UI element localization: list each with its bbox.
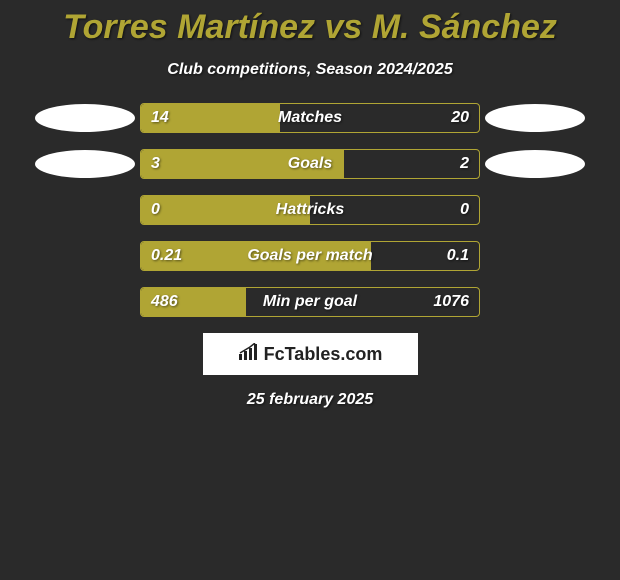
stat-value-left: 0: [151, 201, 160, 219]
stat-row: 3 Goals 2: [0, 149, 620, 179]
stat-value-right: 0: [460, 201, 469, 219]
right-slot: [480, 150, 590, 178]
brand-box: FcTables.com: [203, 333, 418, 375]
stats-area: 14Matches203Goals20Hattricks00.21Goals p…: [0, 103, 620, 317]
brand-label: FcTables.com: [238, 343, 383, 366]
ellipse-icon: [35, 150, 135, 178]
stat-value-right: 0.1: [447, 247, 469, 265]
stat-row: 0.21 Goals per match 0.1: [0, 241, 620, 271]
brand-text: FcTables.com: [264, 344, 383, 365]
chart-icon: [238, 343, 260, 366]
page-title: Torres Martínez vs M. Sánchez: [0, 0, 620, 47]
stat-bar: 486 Min per goal 1076: [140, 287, 480, 317]
ellipse-icon: [485, 104, 585, 132]
stat-label: Min per goal: [263, 293, 357, 311]
stat-label: Goals per match: [247, 247, 372, 265]
stat-row: 0 Hattricks 0: [0, 195, 620, 225]
stat-label: Matches: [278, 109, 342, 127]
stat-bar: 0 Hattricks 0: [140, 195, 480, 225]
stat-value-left: 3: [151, 155, 160, 173]
right-slot: [480, 104, 590, 132]
stat-bar: 3 Goals 2: [140, 149, 480, 179]
stat-value-right: 20: [451, 109, 469, 127]
stat-value-left: 486: [151, 293, 178, 311]
stat-value-left: 14: [151, 109, 169, 127]
ellipse-icon: [485, 150, 585, 178]
date-line: 25 february 2025: [0, 391, 620, 409]
stat-value-right: 1076: [433, 293, 469, 311]
stat-label: Goals: [288, 155, 332, 173]
stat-row: 14 Matches 20: [0, 103, 620, 133]
stat-value-right: 2: [460, 155, 469, 173]
subtitle: Club competitions, Season 2024/2025: [0, 61, 620, 79]
left-slot: [30, 150, 140, 178]
stat-row: 486 Min per goal 1076: [0, 287, 620, 317]
stat-bar: 0.21 Goals per match 0.1: [140, 241, 480, 271]
stat-bar: 14 Matches 20: [140, 103, 480, 133]
stat-value-left: 0.21: [151, 247, 182, 265]
stat-label: Hattricks: [276, 201, 344, 219]
left-slot: [30, 104, 140, 132]
ellipse-icon: [35, 104, 135, 132]
